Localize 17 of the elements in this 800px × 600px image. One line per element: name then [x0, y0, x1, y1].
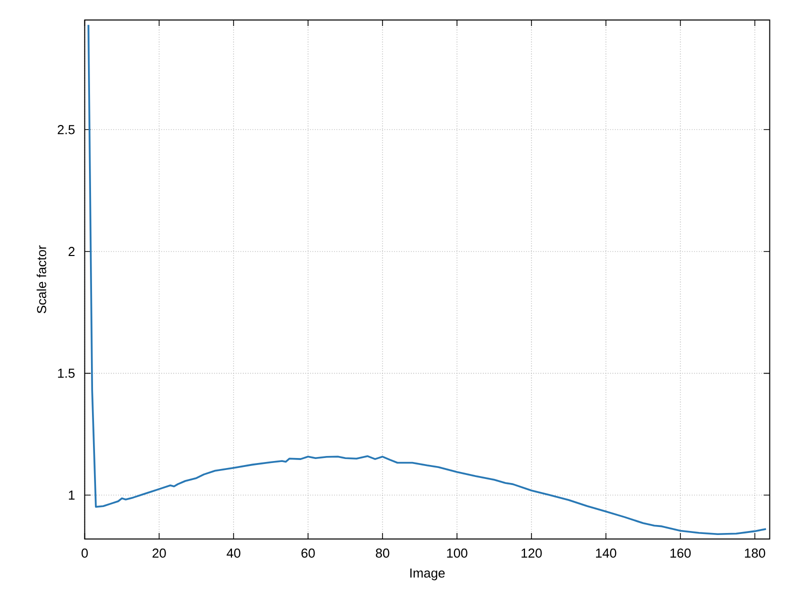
x-tick-label: 0: [82, 548, 88, 558]
x-tick-label: 140: [596, 548, 616, 558]
line-series: [88, 24, 767, 536]
x-tick-label: 120: [522, 548, 542, 558]
x-tick-label: 20: [152, 548, 166, 558]
x-tick-label: 100: [447, 548, 468, 558]
x-tick-label: 80: [376, 548, 390, 558]
y-tick-label: 2.5: [58, 125, 75, 134]
x-axis-title: Image: [410, 568, 445, 580]
y-tick-label: 2: [68, 246, 75, 256]
x-tick-label: 180: [744, 548, 766, 558]
y-axis-title: Scale factor: [36, 245, 46, 314]
x-tick-label: 40: [226, 548, 240, 558]
x-tick-label: 60: [302, 548, 315, 558]
y-tick-label: 1: [68, 490, 75, 500]
x-tick-label: 160: [670, 548, 691, 558]
y-tick-label: 1.5: [58, 368, 75, 378]
